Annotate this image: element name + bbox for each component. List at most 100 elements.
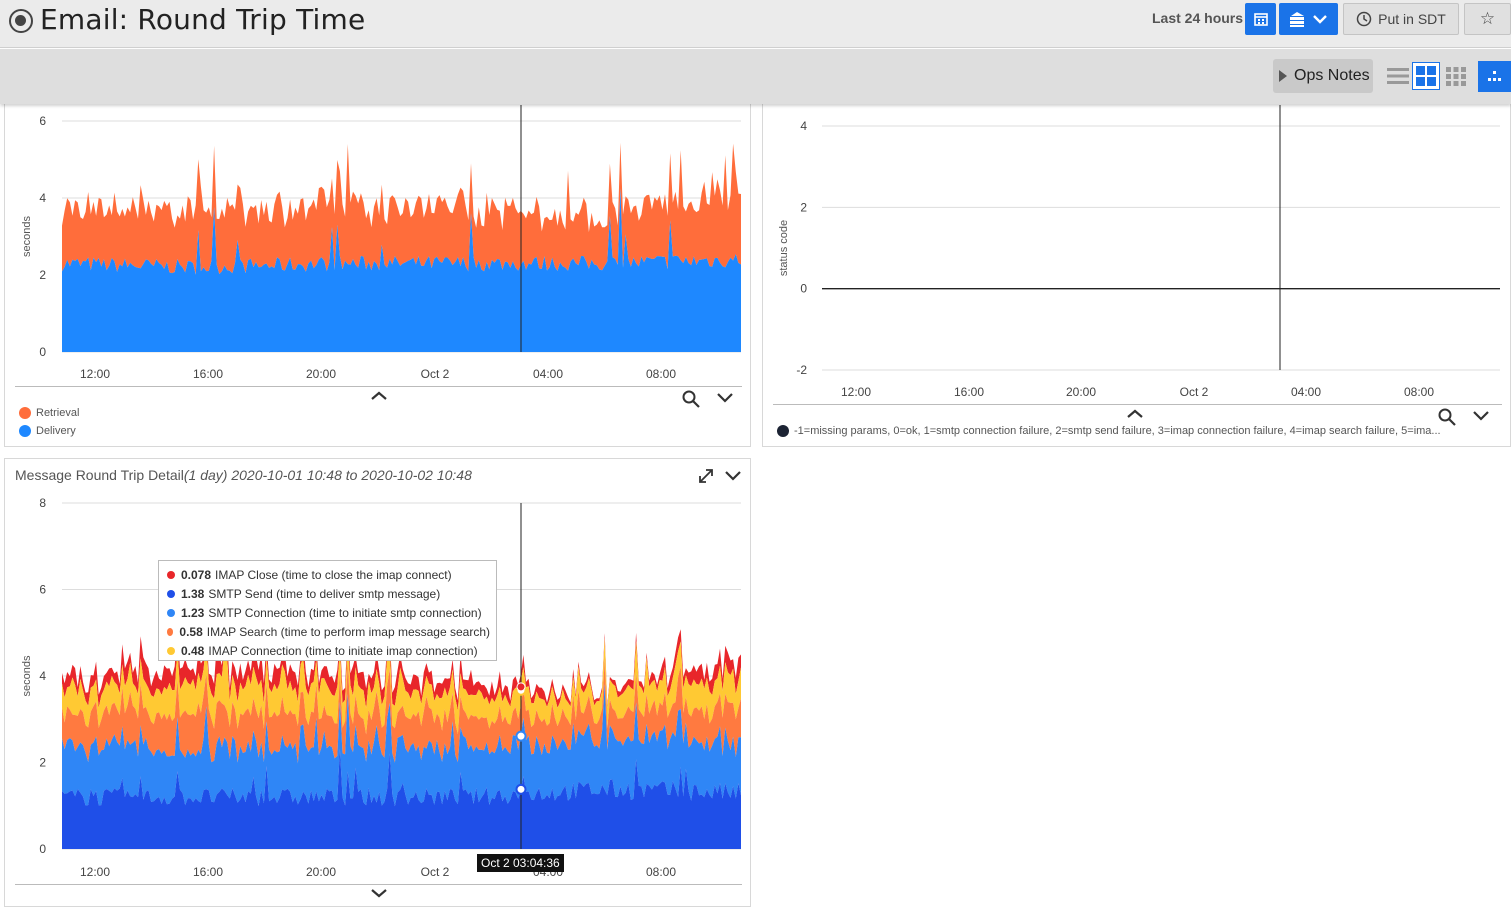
y-tick-label: 0 — [39, 842, 46, 856]
hierarchy-icon — [1488, 71, 1501, 81]
tooltip-row: 0.48 IMAP Connection (time to initiate im… — [165, 641, 490, 660]
server-chevron-icon — [1289, 12, 1327, 27]
zoom-icon[interactable] — [1437, 407, 1457, 427]
ops-notes-button[interactable]: Ops Notes — [1273, 59, 1373, 93]
y-tick-label: 4 — [800, 119, 807, 133]
x-tick-label: 04:00 — [533, 367, 563, 381]
tooltip-label: SMTP Send (time to deliver smtp message) — [208, 586, 441, 601]
put-in-sdt-button[interactable]: Put in SDT — [1343, 3, 1459, 35]
legend-item-status[interactable]: -1=missing params, 0=ok, 1=smtp connecti… — [777, 425, 1507, 437]
tooltip-label: SMTP Connection (time to initiate smtp c… — [208, 605, 482, 620]
y-tick-label: 0 — [800, 282, 807, 296]
collapse-chevron-up-icon[interactable] — [369, 389, 389, 401]
x-tick-label: 16:00 — [193, 367, 223, 381]
x-tick-label: 20:00 — [306, 367, 336, 381]
tooltip-label: IMAP Connection (time to initiate imap c… — [208, 643, 478, 658]
x-tick-label: 12:00 — [80, 367, 110, 381]
y-tick-label: -2 — [796, 363, 807, 377]
tooltip-row: 0.078 IMAP Close (time to close the imap … — [165, 565, 490, 584]
chevron-down-icon[interactable] — [1471, 409, 1491, 423]
x-tick-label: 04:00 — [1291, 385, 1321, 399]
y-tick-label: 8 — [39, 496, 46, 510]
legend-item-retrieval[interactable]: Retrieval — [19, 407, 79, 419]
x-tick-label: 16:00 — [954, 385, 984, 399]
imap-connection-area — [62, 637, 741, 735]
imap-search-area — [62, 659, 741, 764]
y-tick-label: 2 — [800, 200, 807, 214]
sdt-clock-icon — [1356, 11, 1372, 27]
collapse-chevron-up-icon[interactable] — [1125, 407, 1145, 419]
tooltip-dot — [167, 608, 175, 617]
two-column-view-button[interactable] — [1412, 62, 1440, 90]
smtp-connection-area — [62, 684, 741, 807]
x-tick-label: 12:00 — [841, 385, 871, 399]
tooltip-dot — [167, 589, 175, 598]
chart-divider — [15, 386, 742, 387]
hover-marker — [516, 682, 526, 692]
x-tick-label: 08:00 — [646, 865, 676, 879]
y-axis-label: seconds — [21, 655, 33, 696]
y-axis-label: seconds — [21, 216, 33, 257]
expand-icon[interactable] — [697, 467, 715, 485]
tooltip-value: 0.078 — [181, 567, 212, 582]
legend-dot — [19, 407, 31, 419]
x-tick-label: 12:00 — [80, 865, 110, 879]
y-tick-label: 6 — [39, 114, 46, 128]
sdt-label: Put in SDT — [1378, 11, 1446, 27]
x-tick-label: 08:00 — [1404, 385, 1434, 399]
tooltip-dot — [167, 627, 174, 636]
expand-chevron-down-icon[interactable] — [369, 887, 389, 899]
y-tick-label: 4 — [39, 191, 46, 205]
status-code-chart: -2 0 2 4 status code 12:00 16:00 20:00 Oct 2 04:0… — [778, 105, 1500, 399]
play-icon — [1279, 70, 1287, 82]
status-icon — [9, 9, 33, 33]
list-view-icon[interactable] — [1386, 64, 1410, 88]
legend-label: Delivery — [36, 425, 76, 437]
y-tick-label: 4 — [39, 669, 46, 683]
page-title: Email: Round Trip Time — [40, 3, 366, 36]
dashboard-toolbar: Ops Notes — [0, 49, 1511, 104]
chevron-down-icon[interactable] — [715, 391, 735, 405]
legend-label: -1=missing params, 0=ok, 1=smtp connecti… — [794, 425, 1441, 437]
retrieval-area — [62, 142, 741, 275]
favorite-button[interactable]: ☆ — [1464, 3, 1511, 35]
y-tick-label: 2 — [39, 268, 46, 282]
tooltip-dot — [167, 570, 175, 579]
zoom-icon[interactable] — [681, 389, 701, 409]
tooltip-row: 1.38 SMTP Send (time to deliver smtp mess… — [165, 584, 490, 603]
calendar-icon — [1253, 13, 1268, 26]
tooltip-value: 1.38 — [181, 586, 205, 601]
dashboard-options-button[interactable] — [1279, 3, 1338, 35]
y-tick-label: 2 — [39, 756, 46, 770]
legend-dot — [19, 425, 31, 437]
x-tick-label: 20:00 — [306, 865, 336, 879]
tooltip-value: 0.48 — [181, 643, 205, 658]
imap-close-area — [62, 622, 741, 711]
hover-marker — [515, 783, 527, 795]
x-tick-label: 20:00 — [1066, 385, 1096, 399]
legend-dot — [777, 425, 789, 437]
y-axis-label: status code — [778, 220, 790, 276]
legend-item-delivery[interactable]: Delivery — [19, 425, 76, 437]
message-detail-widget: Message Round Trip Detail(1 day) 2020-10… — [4, 458, 751, 907]
chart-tooltip: 0.078 IMAP Close (time to close the imap … — [158, 560, 497, 661]
x-tick-label: 08:00 — [646, 367, 676, 381]
status-code-widget: -2 0 2 4 status code 12:00 16:00 20:00 Oct 2 04:0… — [762, 96, 1511, 447]
chart-divider — [15, 884, 742, 885]
time-range-label[interactable]: Last 24 hours — [1152, 10, 1244, 26]
hierarchy-view-button[interactable] — [1478, 61, 1511, 92]
tooltip-row: 1.23 SMTP Connection (time to initiate sm… — [165, 603, 490, 622]
tooltip-value: 1.23 — [181, 605, 205, 620]
widget-title-text: Message Round Trip Detail — [15, 467, 184, 483]
widget-title: Message Round Trip Detail(1 day) 2020-10… — [15, 467, 472, 483]
cursor-time-flag: Oct 2 03:04:36 — [477, 854, 564, 872]
x-tick-label: Oct 2 — [421, 865, 450, 879]
grid-3-icon[interactable] — [1444, 64, 1468, 88]
chevron-down-icon[interactable] — [723, 469, 743, 483]
x-tick-label: Oct 2 — [421, 367, 450, 381]
hover-marker — [515, 730, 527, 742]
tooltip-row: 0.58 IMAP Search (time to perform imap me… — [165, 622, 490, 641]
calendar-button[interactable] — [1245, 3, 1276, 35]
x-tick-label: 16:00 — [193, 865, 223, 879]
